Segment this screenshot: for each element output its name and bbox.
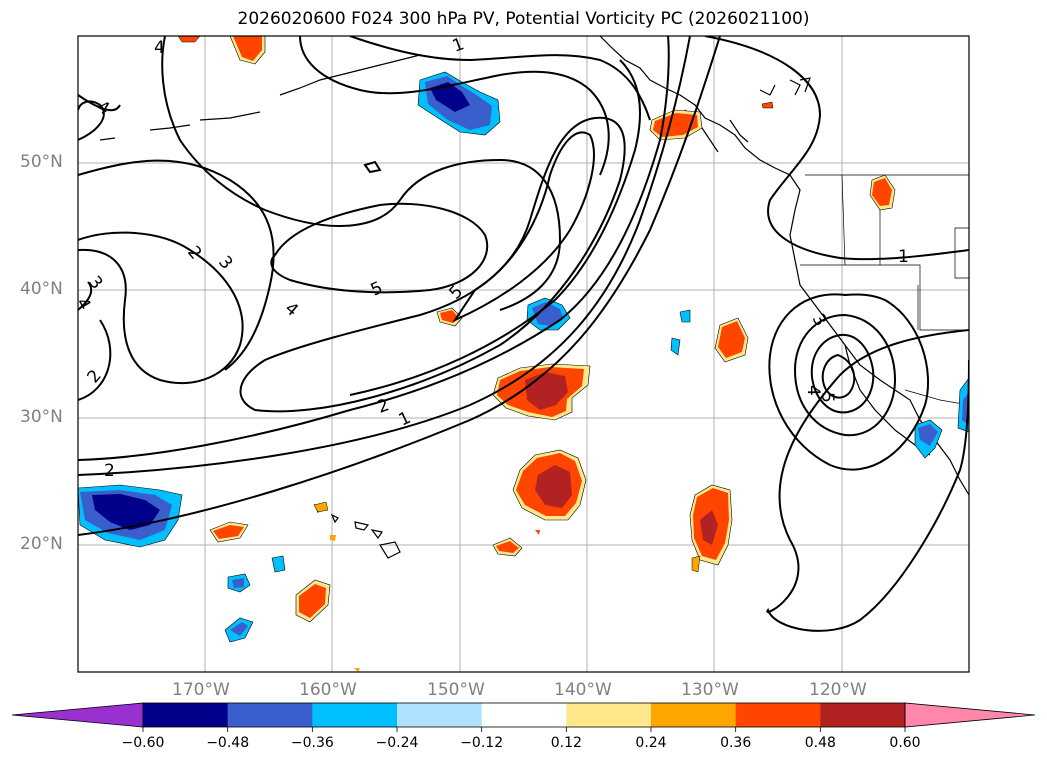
lon-label: 160°W bbox=[299, 680, 357, 700]
colorbar-segment bbox=[312, 703, 398, 727]
lon-label: 130°W bbox=[681, 680, 739, 700]
colorbar-tick-label: 0.60 bbox=[889, 735, 921, 751]
contour-label: 1 bbox=[898, 247, 909, 267]
colorbar-tick-label: 0.36 bbox=[720, 735, 752, 751]
colorbar-segment bbox=[143, 703, 229, 727]
colorbar-tick-label: −0.48 bbox=[206, 735, 250, 751]
colorbar-segment bbox=[735, 703, 821, 727]
lon-label: 150°W bbox=[427, 680, 485, 700]
colorbar-tick-label: −0.60 bbox=[121, 735, 165, 751]
colorbar-segment bbox=[820, 703, 906, 727]
colorbar-tick-label: −0.36 bbox=[290, 735, 334, 751]
lat-label: 40°N bbox=[20, 279, 63, 299]
gridlines bbox=[78, 36, 969, 672]
colorbar-segment bbox=[397, 703, 483, 727]
lon-label: 170°W bbox=[172, 680, 230, 700]
colorbar-tick-label: 0.48 bbox=[804, 735, 836, 751]
colorbar-tick-label: 0.12 bbox=[550, 735, 582, 751]
lon-label: 140°W bbox=[554, 680, 612, 700]
colorbar-segment bbox=[904, 702, 1036, 728]
chart-title: 2026020600 F024 300 hPa PV, Potential Vo… bbox=[237, 9, 810, 29]
contour-label: 4 bbox=[154, 38, 165, 58]
colorbar-segment bbox=[11, 702, 144, 728]
colorbar-tick-label: −0.12 bbox=[460, 735, 504, 751]
lat-label: 20°N bbox=[20, 534, 63, 554]
colorbar-segment bbox=[566, 703, 652, 727]
colorbar-tick-label: 0.24 bbox=[635, 735, 667, 751]
contour-label: 2 bbox=[104, 461, 115, 481]
contour-label: 5 bbox=[817, 392, 837, 403]
map-background bbox=[78, 36, 969, 672]
colorbar bbox=[11, 702, 1036, 732]
colorbar-segment bbox=[481, 703, 567, 727]
pv-contours bbox=[78, 36, 969, 632]
positive-anomalies bbox=[177, 36, 896, 672]
contour-label: 4 bbox=[803, 385, 823, 396]
colorbar-tick-label: −0.24 bbox=[375, 735, 419, 751]
colorbar-segment bbox=[227, 703, 313, 727]
colorbar-segment bbox=[651, 703, 737, 727]
borders bbox=[800, 174, 969, 406]
lat-label: 50°N bbox=[20, 152, 63, 172]
lon-label: 120°W bbox=[809, 680, 867, 700]
lat-label: 30°N bbox=[20, 407, 63, 427]
map-frame bbox=[77, 35, 970, 673]
